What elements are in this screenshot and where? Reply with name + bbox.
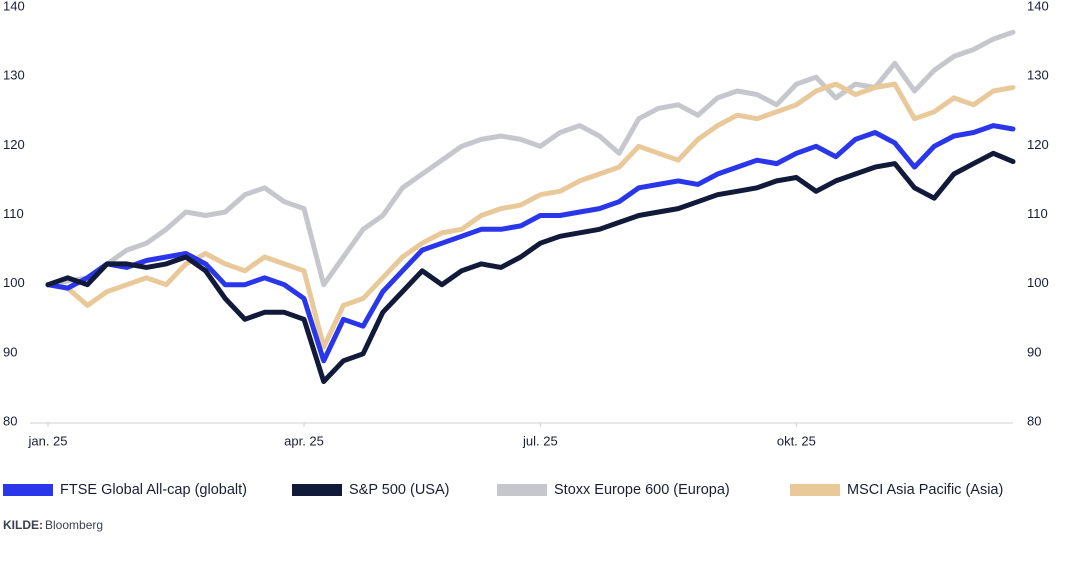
y2-tick-label: 120: [1027, 137, 1049, 152]
legend-label: FTSE Global All-cap (globalt): [60, 482, 247, 498]
y-tick-label: 100: [3, 275, 25, 290]
y-tick-label: 140: [3, 0, 25, 13]
legend-swatch: [497, 484, 547, 496]
y-tick-label: 110: [3, 206, 24, 221]
series-line: [45, 81, 1016, 350]
y-tick-label: 130: [3, 68, 25, 83]
x-tick-label: jan. 25: [27, 433, 67, 448]
y2-tick-label: 90: [1027, 344, 1041, 359]
x-tick-label: jul. 25: [522, 433, 558, 448]
legend-swatch: [790, 484, 840, 496]
y2-tick-label: 110: [1027, 206, 1048, 221]
series-line: [45, 123, 1016, 364]
legend-swatch: [292, 484, 342, 496]
x-tick-label: apr. 25: [284, 433, 324, 448]
x-tick-label: okt. 25: [777, 433, 816, 448]
legend-swatch: [3, 484, 53, 496]
y2-tick-label: 130: [1027, 68, 1049, 83]
y-tick-label: 80: [3, 413, 17, 428]
y-tick-label: 120: [3, 137, 25, 152]
series-line: [45, 29, 1016, 288]
source-label: KILDE:: [3, 518, 43, 532]
y2-tick-label: 80: [1027, 413, 1041, 428]
legend-label: MSCI Asia Pacific (Asia): [847, 482, 1003, 498]
y2-tick-label: 140: [1027, 0, 1049, 13]
series-line: [45, 150, 1016, 384]
legend-label: Stoxx Europe 600 (Europa): [554, 482, 730, 498]
y-tick-label: 90: [3, 344, 17, 359]
y2-tick-label: 100: [1027, 275, 1049, 290]
legend-label: S&P 500 (USA): [349, 482, 449, 498]
source: Bloomberg: [45, 518, 103, 532]
